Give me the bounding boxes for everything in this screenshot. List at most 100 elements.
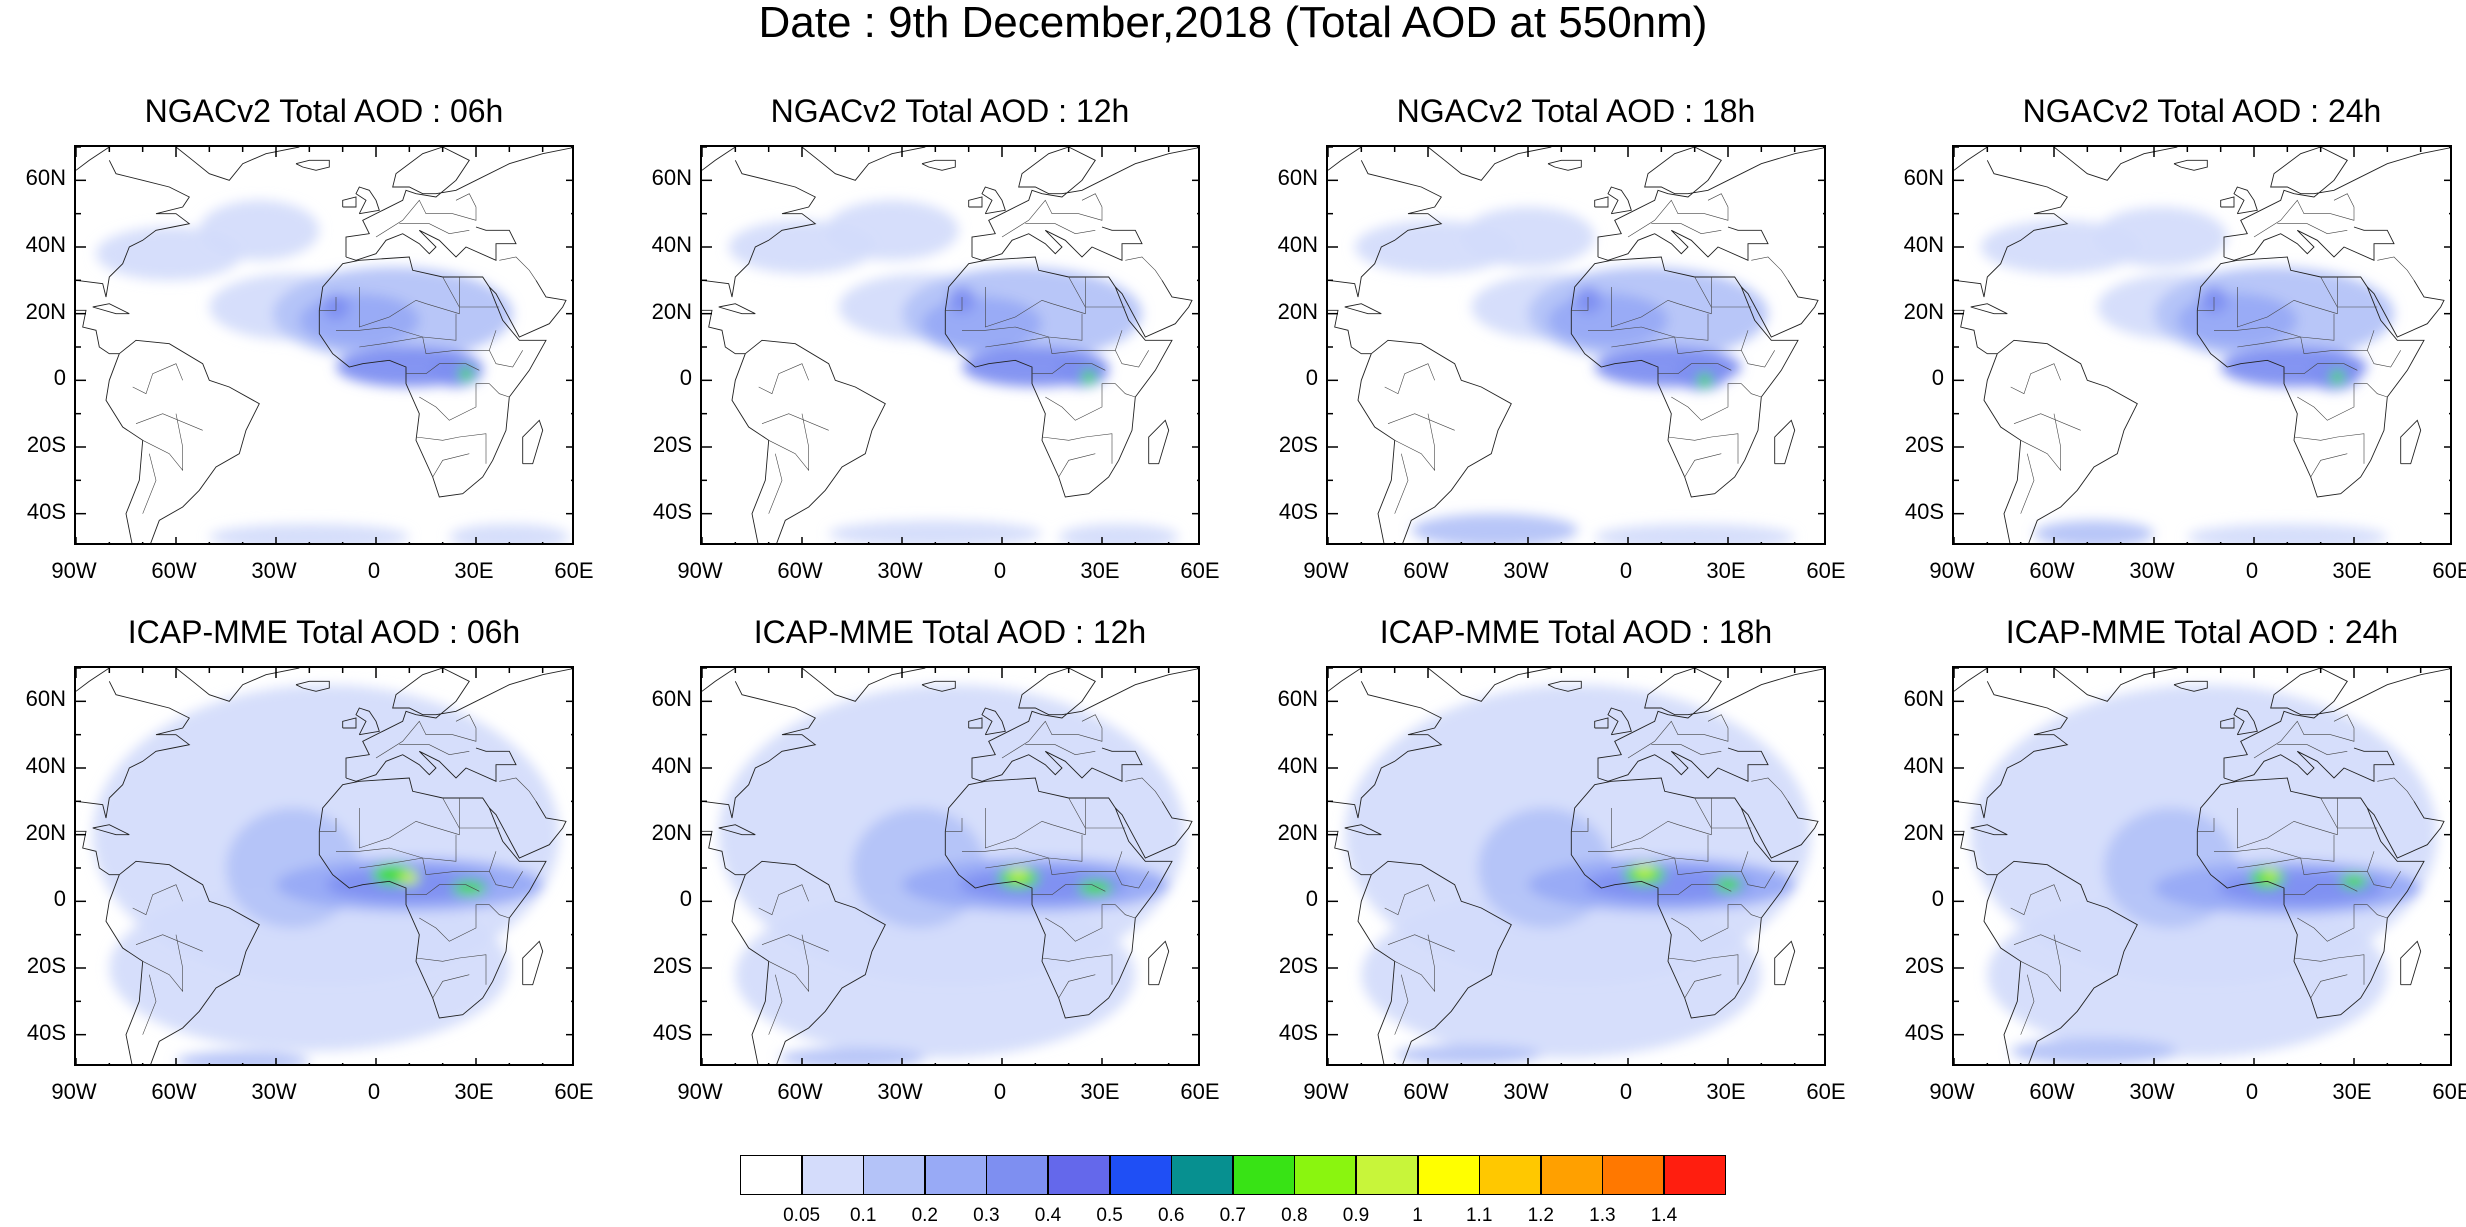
axis-ticks [702,668,1198,1064]
map-frame [1326,145,1826,545]
longitude-label: 30W [877,558,923,583]
longitude-label: 30E [2332,558,2372,583]
longitude-label: 0 [1619,1079,1633,1104]
longitude-label: 90W [677,1079,723,1104]
aod-region [1078,881,1112,895]
colorbar-label: 1.2 [1527,1205,1554,1226]
longitude-label: 0 [2245,558,2259,583]
aod-map [1954,147,2450,543]
axis-ticks [76,668,572,1064]
aod-region [1548,293,1668,347]
colorbar-swatch [924,1155,987,1195]
latitude-label: 0 [1931,886,1944,912]
longitude-label: 30W [1503,1079,1549,1104]
axis-ticks [76,147,572,543]
latitude-label: 60N [1277,165,1318,191]
map-panel: ICAP-MME Total AOD : 12h 60N 40N 20N 0 20S 40S… [652,614,1220,1104]
latitude-label: 20S [26,953,66,978]
colorbar-swatch [1232,1155,1295,1195]
latitude-label: 20S [652,953,692,978]
longitude-label: 60W [777,558,823,583]
longitude-label: 90W [1929,1079,1975,1104]
aod-region [1055,353,1109,387]
latitude-label: 20S [1904,432,1944,457]
aod-field [1354,207,1795,543]
longitude-label: 60E [1806,1079,1846,1104]
longitude-label: 30W [877,1079,923,1104]
panel-title: ICAP-MME Total AOD : 24h [2005,614,2399,650]
aod-region [109,884,510,1052]
latitude-label: 40S [652,498,692,524]
axis-ticks [1328,668,1824,1064]
longitude-label: 30W [251,558,297,583]
aod-field [1344,684,1812,1064]
colorbar-label: 0.1 [849,1205,877,1226]
longitude-label: 90W [677,558,723,583]
longitude-label: 0 [367,558,381,583]
aod-region [2034,520,2154,543]
aod-colorbar: 0.05 0.1 0.2 0.3 0.4 0.5 0.6 0.7 0.8 0.9 1 1.1 1.2 1.… [740,1155,1726,1226]
aod-region [1634,864,1655,878]
colorbar-label: 0.8 [1281,1205,1308,1226]
coastlines [76,147,572,543]
longitude-label: 60E [2432,558,2466,583]
colorbar-label: 0.2 [911,1205,938,1226]
coastlines [76,668,572,1064]
latitude-label: 0 [53,365,66,391]
aod-region [1411,513,1578,543]
map-panel: NGACv2 Total AOD : 24h 60N 40N 20N 0 20S 40S 90… [1904,93,2466,583]
longitude-label: 90W [1929,558,1975,583]
aod-region [1058,523,1179,543]
longitude-label: 0 [993,558,1007,583]
latitude-label: 40N [1903,232,1944,257]
figure-title: Date : 9th December,2018 (Total AOD at 5… [758,0,1708,47]
longitude-label: 60W [2029,558,2075,583]
coastlines [1328,147,1824,543]
longitude-label: 0 [993,1079,1007,1104]
aod-region [1008,868,1029,882]
colorbar-swatch [1540,1155,1603,1195]
colorbar-label: 0.6 [1157,1205,1185,1226]
longitude-label: 60W [1403,558,1449,583]
aod-map [76,147,572,543]
latitude-label: 60N [1277,686,1318,712]
latitude-label: 40S [26,1019,66,1045]
longitude-label: 60E [2432,1079,2466,1104]
colorbar-swatch [863,1155,926,1195]
latitude-label: 40N [1903,753,1944,778]
latitude-label: 20S [26,432,66,457]
colorbar-label: 1 [1412,1205,1423,1226]
map-frame [1952,145,2452,545]
longitude-label: 90W [1303,1079,1349,1104]
panel-title: ICAP-MME Total AOD : 06h [127,614,521,650]
latitude-label: 20N [651,298,692,324]
longitude-label: 60E [1806,558,1846,583]
aod-region [2340,874,2368,888]
longitude-label: 60W [1403,1079,1449,1104]
colorbar-label: 1.1 [1465,1205,1493,1226]
colorbar-label: 0.3 [973,1205,1000,1226]
colorbar-swatch [1664,1155,1726,1195]
panel-title: NGACv2 Total AOD : 12h [770,93,1130,129]
coastlines [702,147,1198,543]
latitude-label: 40N [651,232,692,257]
aod-region [828,520,1042,543]
longitude-label: 30E [454,1079,494,1104]
map-frame [74,666,574,1066]
latitude-label: 40S [652,1019,692,1045]
panel-title: ICAP-MME Total AOD : 18h [1379,614,1773,650]
longitude-label: 30W [2129,1079,2175,1104]
map-frame [700,145,1200,545]
longitude-label: 60E [1180,1079,1220,1104]
longitude-label: 60W [151,1079,197,1104]
colorbar-swatch [1479,1155,1542,1195]
latitude-label: 20N [25,819,66,845]
longitude-label: 30E [1706,558,1746,583]
latitude-label: 40S [1904,498,1944,524]
aod-region [452,881,486,895]
aod-region [778,1048,926,1064]
aod-region [1461,207,1595,267]
longitude-label: 30E [1080,1079,1120,1104]
aod-region [2187,523,2388,543]
aod-region [459,367,473,381]
